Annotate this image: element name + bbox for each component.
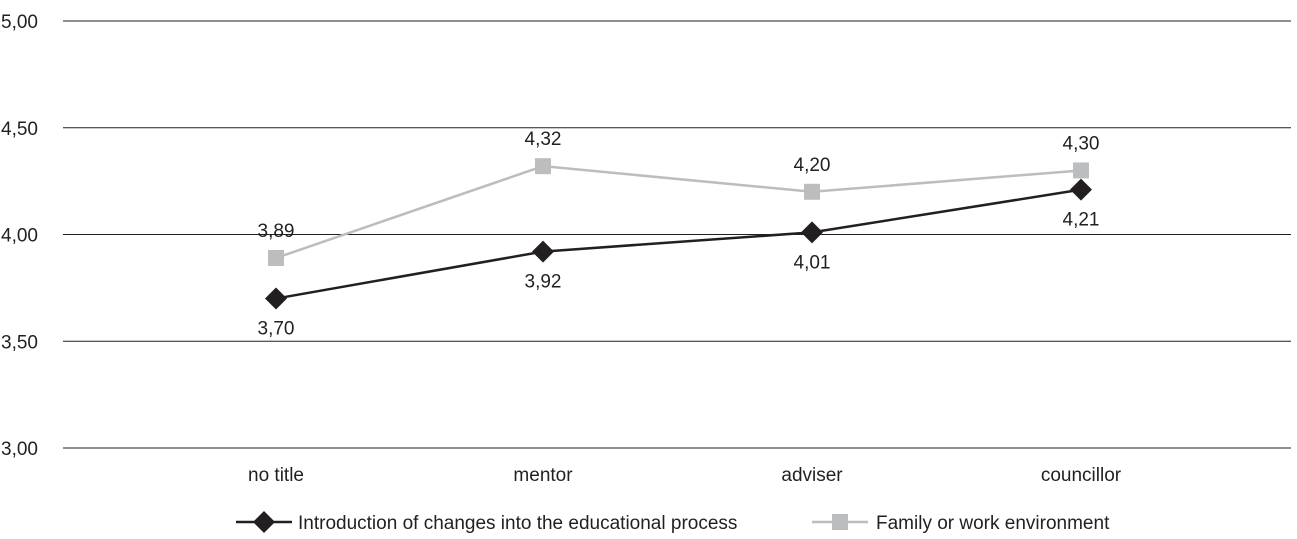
series-family-or-work-environment: 3,89 4,32 4,20 4,30: [258, 129, 1100, 266]
data-label: 4,21: [1063, 210, 1100, 231]
data-label: 4,30: [1063, 133, 1100, 154]
data-point: [532, 240, 554, 263]
series-line: [275, 164, 1082, 260]
series-introduction-of-changes: 3,70 3,92 4,01 4,21: [258, 178, 1100, 340]
y-axis: 5,00 4,50 4,00 3,50 3,00: [1, 12, 38, 460]
legend-label: Introduction of changes into the educati…: [298, 513, 737, 534]
series-layer: 3,89 4,32 4,20 4,30 3,70 3,92 4,01 4,21: [258, 129, 1100, 339]
legend-label: Family or work environment: [876, 513, 1110, 534]
legend-diamond-marker: [253, 511, 275, 533]
data-point: [535, 158, 551, 175]
data-label: 3,92: [525, 272, 562, 293]
legend-square-marker: [832, 514, 848, 530]
data-label: 4,20: [794, 155, 831, 176]
gridlines: [63, 20, 1291, 449]
y-tick-label: 5,00: [1, 12, 38, 33]
y-tick-label: 3,00: [1, 439, 38, 460]
data-point: [265, 287, 287, 310]
y-tick-label: 3,50: [1, 332, 38, 353]
y-tick-label: 4,50: [1, 119, 38, 140]
x-axis: no title mentor adviser councillor: [248, 465, 1122, 486]
legend: Introduction of changes into the educati…: [236, 511, 1110, 534]
data-label: 3,89: [258, 221, 295, 242]
data-point: [1073, 162, 1089, 179]
y-tick-label: 4,00: [1, 226, 38, 247]
data-point: [804, 183, 820, 200]
legend-item: Family or work environment: [812, 513, 1110, 534]
data-label: 3,70: [258, 319, 295, 340]
x-tick-label: no title: [248, 465, 304, 486]
series-line: [275, 188, 1082, 300]
x-tick-label: councillor: [1041, 465, 1122, 486]
data-label: 4,32: [525, 129, 562, 150]
legend-item: Introduction of changes into the educati…: [236, 511, 737, 534]
data-label: 4,01: [794, 252, 831, 273]
data-point: [268, 249, 284, 266]
data-point: [801, 221, 823, 244]
x-tick-label: mentor: [513, 465, 573, 486]
x-tick-label: adviser: [781, 465, 843, 486]
data-point: [1070, 178, 1092, 201]
